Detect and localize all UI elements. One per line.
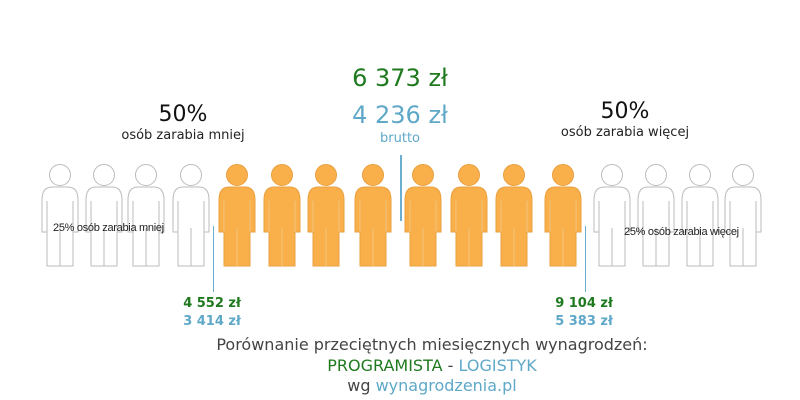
person-figure	[127, 164, 165, 267]
median-line	[400, 155, 402, 221]
median-gross: 6 373 zł	[352, 64, 448, 92]
person-figure	[41, 164, 79, 267]
upper-quartile-gross: 9 104 zł	[555, 296, 613, 311]
right-percent: 50%	[600, 99, 650, 124]
lower-quartile-net: 3 414 zł	[183, 314, 241, 329]
median-label: brutto	[380, 131, 420, 146]
person-figure-highlighted	[218, 164, 256, 267]
job-1: PROGRAMISTA	[327, 356, 443, 375]
person-figure	[724, 164, 762, 267]
left-text: osób zarabia mniej	[121, 128, 245, 143]
source-prefix: wg	[347, 376, 376, 395]
source-link[interactable]: wynagrodzenia.pl	[375, 376, 517, 395]
person-figure-highlighted	[404, 164, 442, 267]
person-figure-highlighted	[263, 164, 301, 267]
person-figure-highlighted	[307, 164, 345, 267]
job-2: LOGISTYK	[458, 356, 537, 375]
left-percent: 50%	[158, 102, 208, 127]
person-figure	[593, 164, 631, 267]
right-text: osób zarabia więcej	[560, 125, 690, 140]
person-figure	[681, 164, 719, 267]
upper-quartile-text: 25% osób zarabia więcej	[624, 226, 739, 238]
footer-jobs: PROGRAMISTA - LOGISTYK	[327, 356, 537, 375]
footer-source: wg wynagrodzenia.pl	[347, 376, 516, 395]
person-figure-highlighted	[354, 164, 392, 267]
job-separator: -	[442, 356, 459, 375]
person-figure	[637, 164, 675, 267]
person-figure-highlighted	[450, 164, 488, 267]
person-figure-highlighted	[544, 164, 582, 267]
lower-quartile-text: 25% osób zarabia mniej	[53, 222, 164, 234]
person-figure-highlighted	[495, 164, 533, 267]
person-figure	[172, 164, 210, 267]
upper-quartile-line	[585, 226, 586, 292]
upper-quartile-net: 5 383 zł	[555, 314, 613, 329]
median-net: 4 236 zł	[352, 101, 448, 129]
lower-quartile-line	[213, 226, 214, 292]
footer-title: Porównanie przeciętnych miesięcznych wyn…	[216, 335, 648, 354]
person-figure	[85, 164, 123, 267]
lower-quartile-gross: 4 552 zł	[183, 296, 241, 311]
